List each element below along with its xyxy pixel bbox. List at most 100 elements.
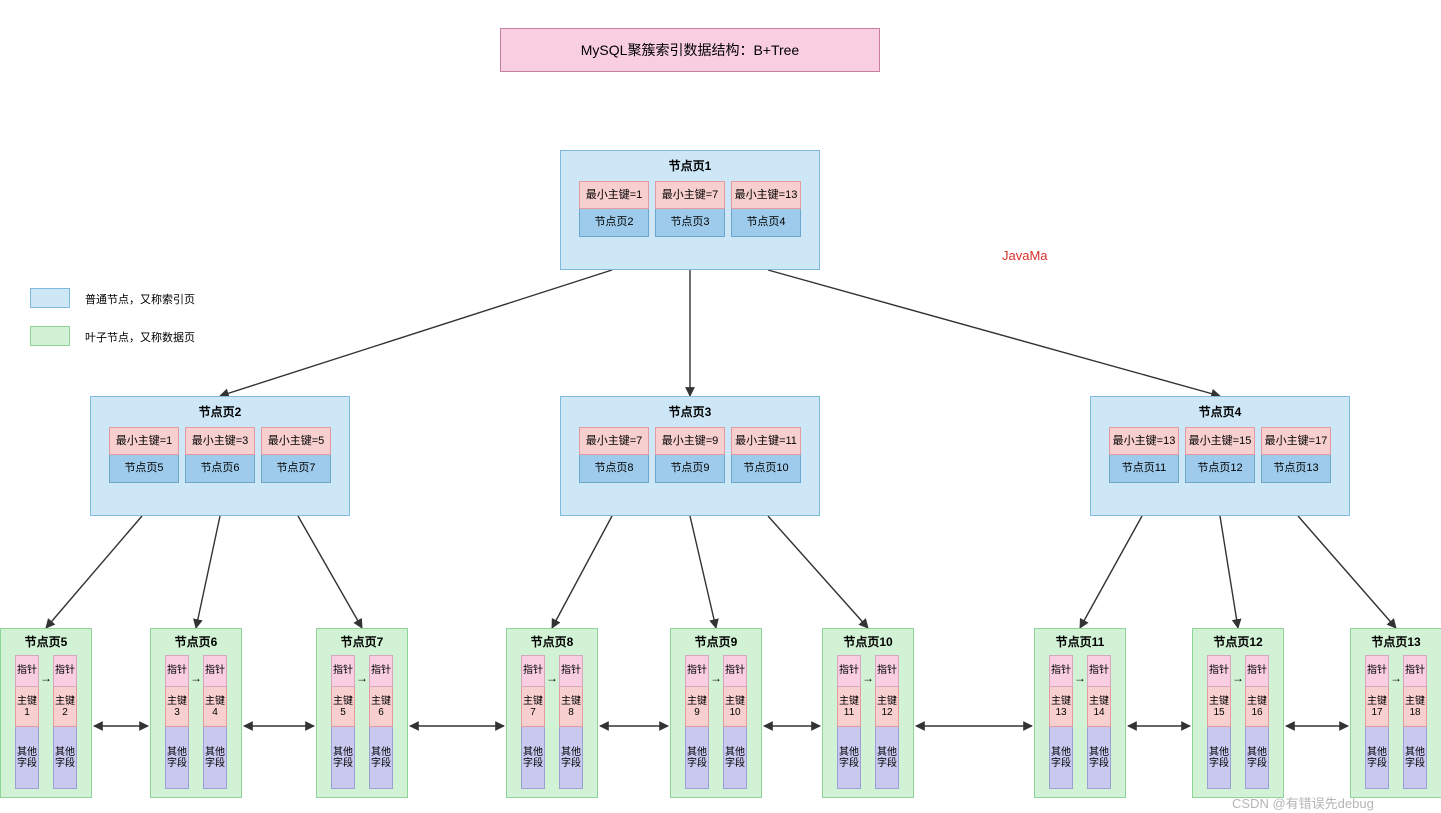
leaf-data: 其他字段 [1087,727,1111,789]
leaf-data: 其他字段 [521,727,545,789]
index-cell: 最小主键=7节点页8 [579,427,649,515]
leaf-pointer: 指针 [875,655,899,687]
index-node-title: 节点页3 [561,397,819,427]
index-pointer: 节点页10 [731,455,801,483]
leaf-internal-arrow-icon: → [1232,671,1244,685]
leaf-key: 主键16 [1245,687,1269,727]
leaf-record: 指针主键7其他字段 [521,655,545,797]
index-cell: 最小主键=1节点页2 [579,181,649,269]
leaf-internal-arrow-icon: → [190,671,202,685]
leaf-data: 其他字段 [723,727,747,789]
leaf-record: 指针主键1其他字段 [15,655,39,797]
leaf-pointer: 指针 [1087,655,1111,687]
leaf-key: 主键3 [165,687,189,727]
leaf-node-l8: 节点页8指针主键7其他字段指针主键8其他字段→ [506,628,598,798]
leaf-key: 主键1 [15,687,39,727]
leaf-node-title: 节点页8 [507,629,597,655]
leaf-key: 主键2 [53,687,77,727]
leaf-key: 主键9 [685,687,709,727]
leaf-node-l12: 节点页12指针主键15其他字段指针主键16其他字段→ [1192,628,1284,798]
index-key: 最小主键=13 [731,181,801,209]
leaf-node-l13: 节点页13指针主键17其他字段指针主键18其他字段→ [1350,628,1441,798]
leaf-pointer: 指针 [837,655,861,687]
leaf-record: 指针主键17其他字段 [1365,655,1389,797]
leaf-data: 其他字段 [1245,727,1269,789]
leaf-key: 主键14 [1087,687,1111,727]
leaf-internal-arrow-icon: → [1390,671,1402,685]
index-cell: 最小主键=17节点页13 [1261,427,1331,515]
leaf-data: 其他字段 [1207,727,1231,789]
tree-edge [46,516,142,628]
index-cell: 最小主键=11节点页10 [731,427,801,515]
legend-label-index: 普通节点，又称索引页 [85,291,195,307]
leaf-record: 指针主键8其他字段 [559,655,583,797]
tree-edge [298,516,362,628]
index-key: 最小主键=3 [185,427,255,455]
index-pointer: 节点页7 [261,455,331,483]
legend-swatch-leaf [30,326,70,346]
leaf-node-title: 节点页10 [823,629,913,655]
leaf-node-title: 节点页5 [1,629,91,655]
leaf-pointer: 指针 [165,655,189,687]
leaf-pointer: 指针 [1245,655,1269,687]
leaf-key: 主键15 [1207,687,1231,727]
index-cell: 最小主键=5节点页7 [261,427,331,515]
leaf-key: 主键17 [1365,687,1389,727]
leaf-key: 主键7 [521,687,545,727]
leaf-record: 指针主键10其他字段 [723,655,747,797]
watermark-red: JavaMa [1002,248,1048,263]
index-cell: 最小主键=9节点页9 [655,427,725,515]
leaf-data: 其他字段 [15,727,39,789]
leaf-key: 主键6 [369,687,393,727]
leaf-data: 其他字段 [203,727,227,789]
leaf-key: 主键11 [837,687,861,727]
index-node-title: 节点页2 [91,397,349,427]
leaf-node-title: 节点页13 [1351,629,1441,655]
legend-swatch-index [30,288,70,308]
leaf-pointer: 指针 [685,655,709,687]
leaf-pointer: 指针 [1365,655,1389,687]
leaf-key: 主键18 [1403,687,1427,727]
tree-edge [1298,516,1396,628]
leaf-data: 其他字段 [331,727,355,789]
leaf-node-title: 节点页11 [1035,629,1125,655]
index-cell: 最小主键=13节点页4 [731,181,801,269]
leaf-internal-arrow-icon: → [710,671,722,685]
tree-edge [1080,516,1142,628]
leaf-node-l10: 节点页10指针主键11其他字段指针主键12其他字段→ [822,628,914,798]
index-pointer: 节点页13 [1261,455,1331,483]
leaf-pointer: 指针 [203,655,227,687]
leaf-pointer: 指针 [1403,655,1427,687]
index-key: 最小主键=1 [579,181,649,209]
leaf-node-l11: 节点页11指针主键13其他字段指针主键14其他字段→ [1034,628,1126,798]
index-key: 最小主键=17 [1261,427,1331,455]
leaf-record: 指针主键13其他字段 [1049,655,1073,797]
leaf-pointer: 指针 [1049,655,1073,687]
index-node-n2: 节点页2最小主键=1节点页5最小主键=3节点页6最小主键=5节点页7 [90,396,350,516]
tree-edge [690,516,716,628]
leaf-pointer: 指针 [559,655,583,687]
leaf-record: 指针主键2其他字段 [53,655,77,797]
leaf-internal-arrow-icon: → [546,671,558,685]
leaf-record: 指针主键16其他字段 [1245,655,1269,797]
leaf-data: 其他字段 [1049,727,1073,789]
leaf-data: 其他字段 [875,727,899,789]
leaf-key: 主键10 [723,687,747,727]
index-key: 最小主键=7 [579,427,649,455]
index-key: 最小主键=7 [655,181,725,209]
leaf-data: 其他字段 [1365,727,1389,789]
index-pointer: 节点页12 [1185,455,1255,483]
index-key: 最小主键=11 [731,427,801,455]
leaf-record: 指针主键6其他字段 [369,655,393,797]
index-node-n3: 节点页3最小主键=7节点页8最小主键=9节点页9最小主键=11节点页10 [560,396,820,516]
tree-edge [1220,516,1238,628]
leaf-key: 主键8 [559,687,583,727]
leaf-data: 其他字段 [53,727,77,789]
index-node-n4: 节点页4最小主键=13节点页11最小主键=15节点页12最小主键=17节点页13 [1090,396,1350,516]
index-key: 最小主键=15 [1185,427,1255,455]
leaf-internal-arrow-icon: → [40,671,52,685]
index-node-n1: 节点页1最小主键=1节点页2最小主键=7节点页3最小主键=13节点页4 [560,150,820,270]
leaf-node-l7: 节点页7指针主键5其他字段指针主键6其他字段→ [316,628,408,798]
leaf-data: 其他字段 [1403,727,1427,789]
leaf-key: 主键13 [1049,687,1073,727]
